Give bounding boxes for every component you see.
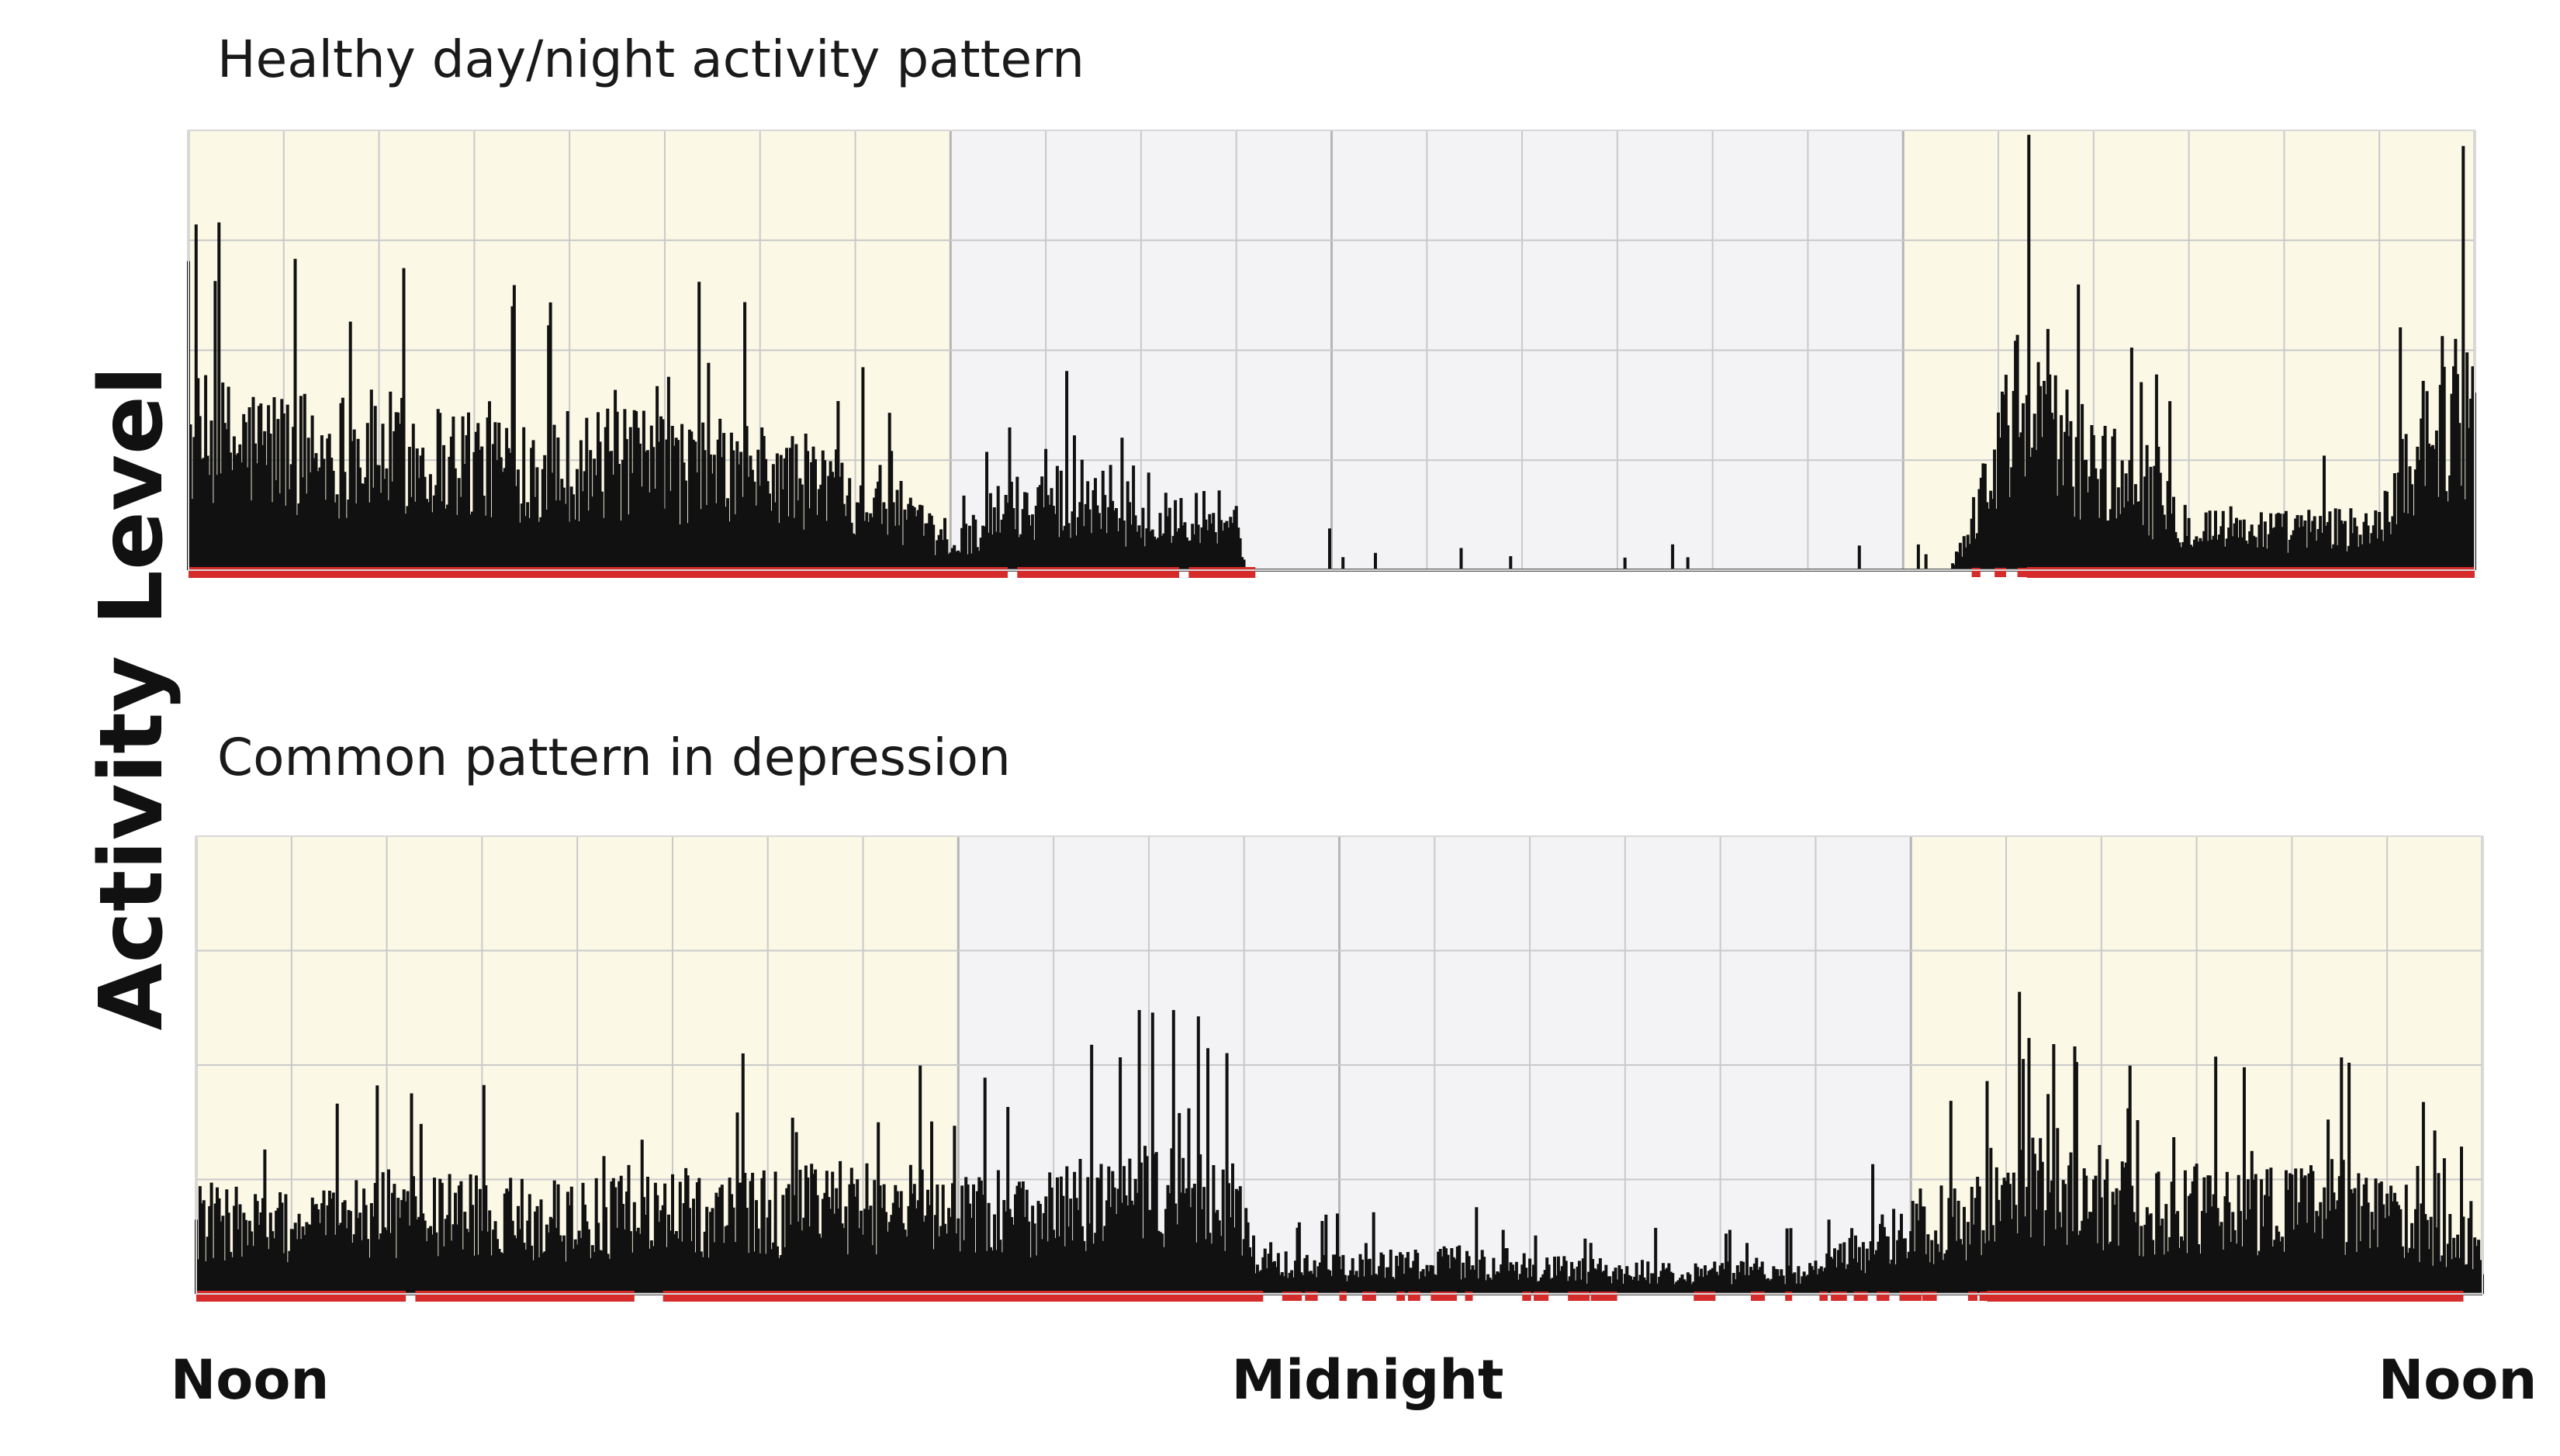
bottom-activity-marker-dot (1831, 1292, 1847, 1301)
top-panel-title: Healthy day/night activity pattern (217, 29, 1085, 89)
bottom-activity-marker-0 (196, 1291, 406, 1302)
bottom-activity-marker-dot (1430, 1292, 1444, 1301)
bottom-activity-marker-dot (1979, 1292, 1997, 1301)
bottom-activity-marker-dot (1339, 1292, 1347, 1301)
bottom-activity-marker-dot (1877, 1292, 1890, 1301)
bottom-activity-marker-dot (1853, 1292, 1868, 1301)
bottom-activity-marker-dot (1282, 1292, 1296, 1301)
bottom-activity-marker-dot (1533, 1292, 1549, 1301)
bottom-activity-marker-dot (1785, 1292, 1793, 1301)
top-activity-marker-3 (2026, 567, 2475, 578)
bottom-activity-marker-dot (1705, 1292, 1716, 1301)
top-activity-marker-dot (2017, 568, 2028, 577)
bottom-panel-title: Common pattern in depression (217, 728, 1011, 787)
bottom-activity-marker-dot (1396, 1292, 1406, 1301)
top-activity-marker-0 (189, 567, 1008, 578)
bottom-activity-marker-dot (1465, 1292, 1473, 1301)
bottom-activity-marker-dot (1579, 1292, 1590, 1301)
x-tick-noon-start: Noon (170, 1348, 330, 1412)
bottom-activity-marker-dot (1750, 1292, 1765, 1301)
bottom-activity-marker-dot (1911, 1292, 1922, 1301)
bottom-activity-marker-dot (1293, 1292, 1302, 1301)
x-tick-midnight: Midnight (1231, 1348, 1504, 1412)
bottom-activity-marker-3 (1987, 1291, 2464, 1302)
top-activity-marker-dot (1994, 568, 2007, 577)
bottom-activity-marker-dot (1361, 1292, 1376, 1301)
x-tick-noon-end: Noon (2378, 1348, 2538, 1412)
bottom-activity-marker-dot (1407, 1292, 1420, 1301)
bottom-activity-marker-dot (1568, 1292, 1580, 1301)
bottom-activity-marker-dot (1305, 1292, 1318, 1301)
bottom-activity-marker-dot (1819, 1292, 1828, 1301)
bottom-activity-marker-2 (662, 1291, 1264, 1302)
bottom-plot-frame (195, 835, 2483, 1295)
bottom-activity-marker-dot (1442, 1292, 1457, 1301)
bottom-activity-marker-dot (1522, 1292, 1531, 1301)
bottom-activity-marker-dot (1590, 1292, 1604, 1301)
bottom-activity-marker-1 (415, 1291, 635, 1302)
top-plot-frame (188, 130, 2475, 571)
top-activity-marker-dot (1971, 568, 1981, 577)
bottom-activity-marker-dot (1967, 1292, 1978, 1301)
top-activity-marker-2 (1188, 567, 1256, 578)
bottom-activity-marker-dot (1922, 1292, 1937, 1301)
top-activity-marker-1 (1017, 567, 1180, 578)
bottom-activity-marker-dot (1602, 1292, 1617, 1301)
